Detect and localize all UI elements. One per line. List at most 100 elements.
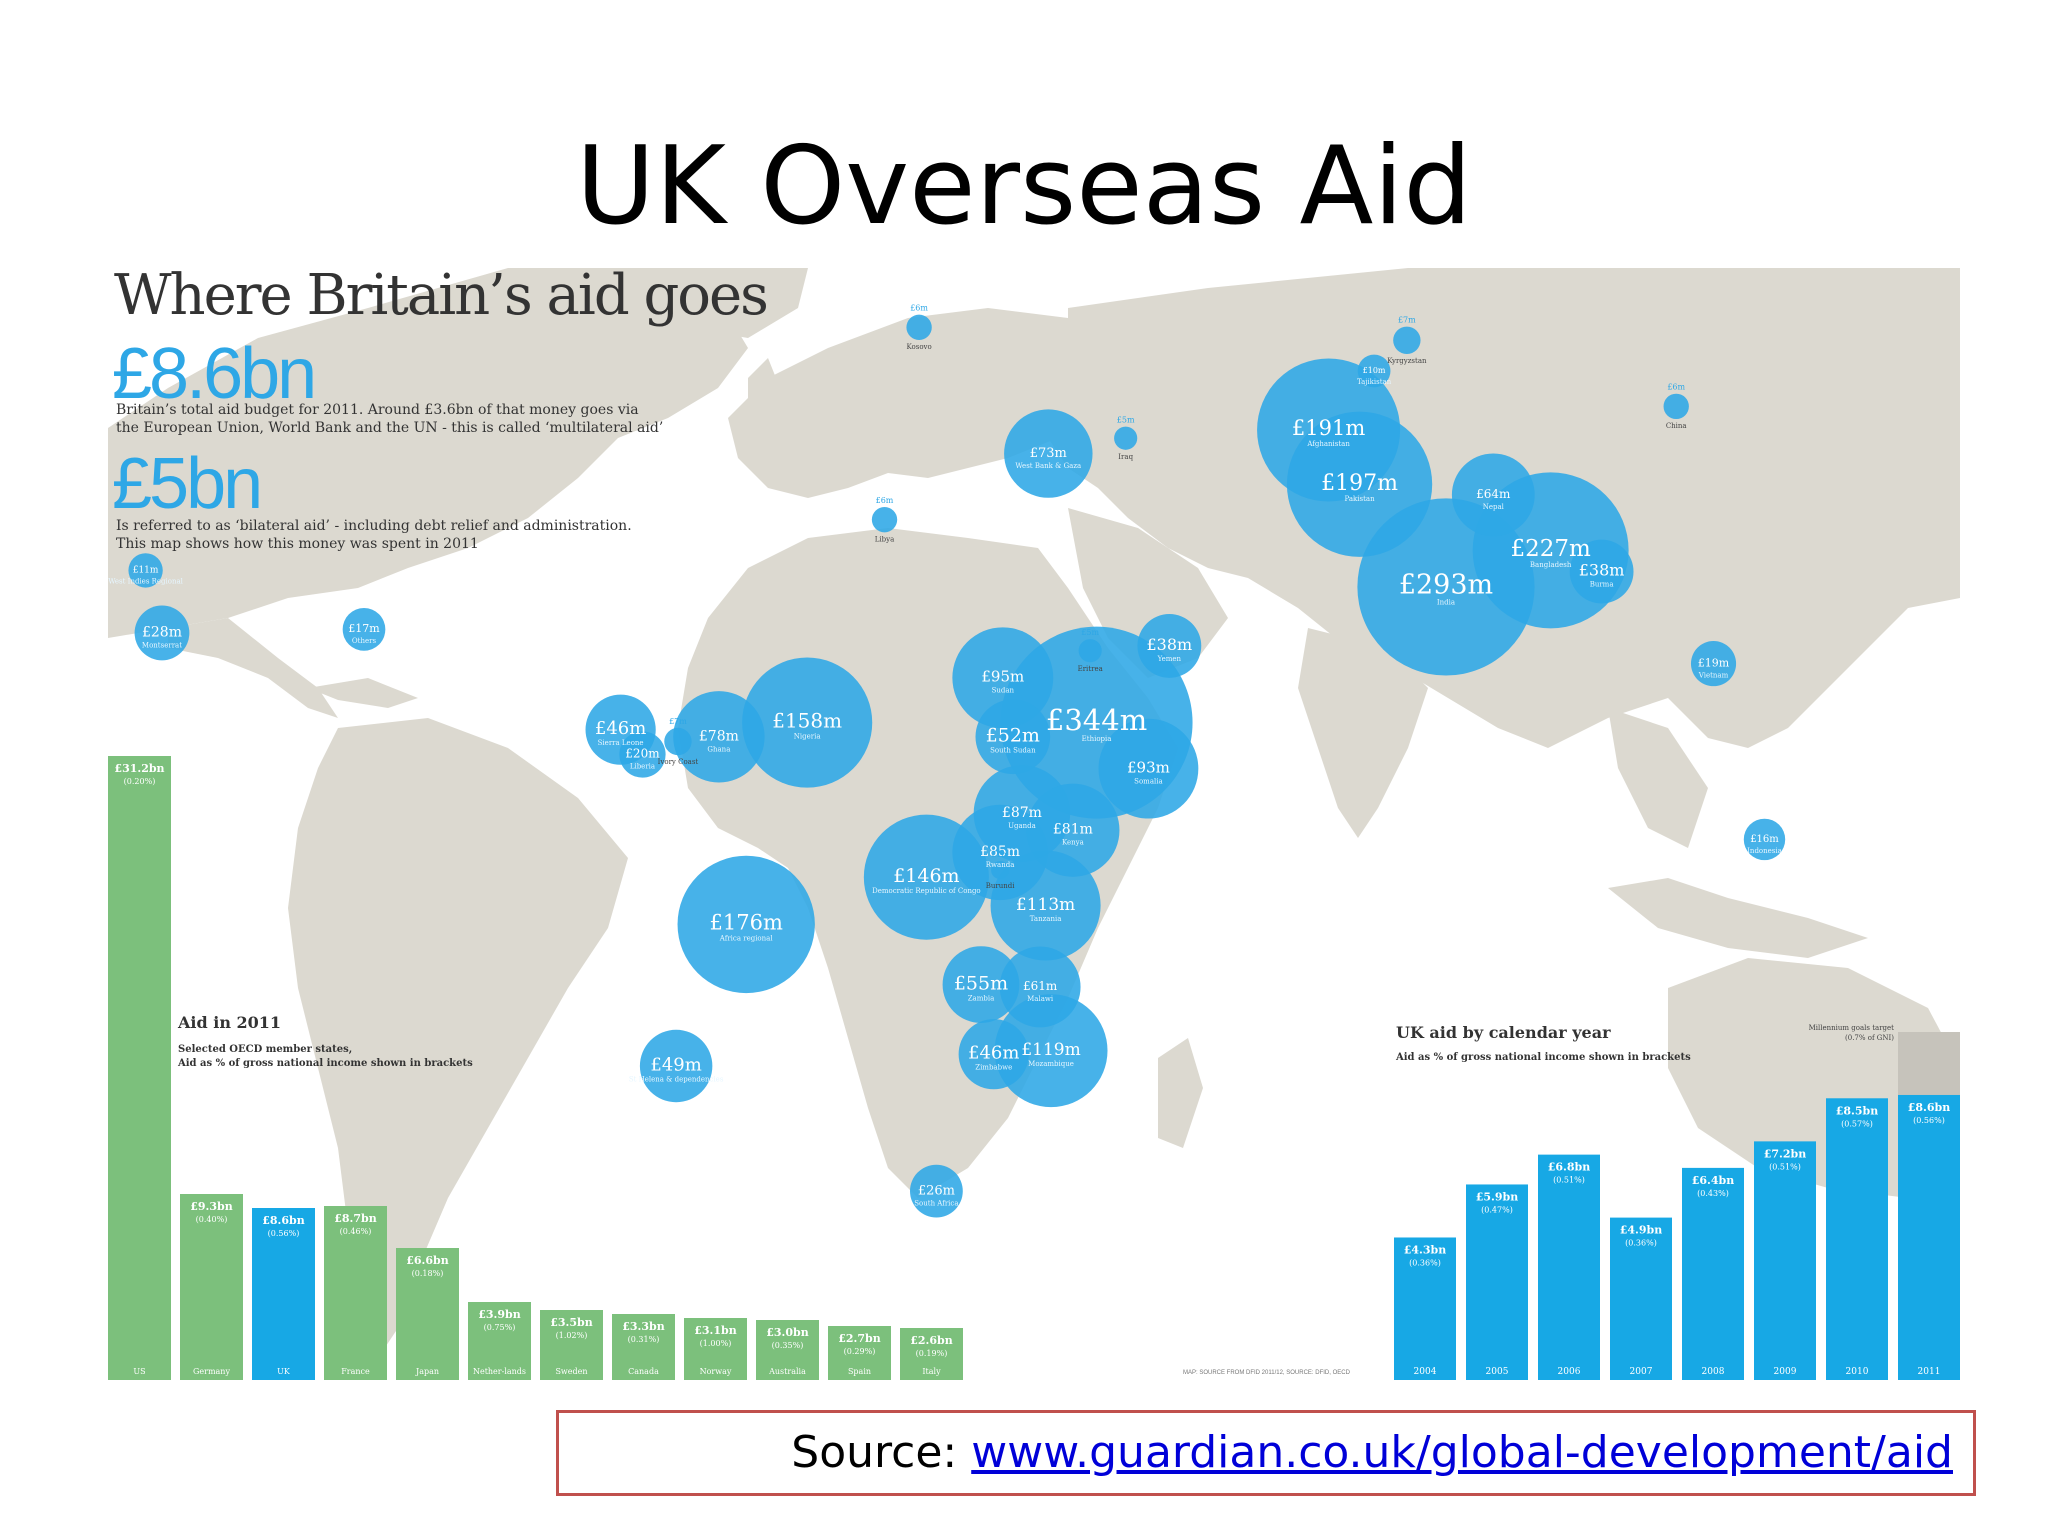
bubble-country-label: Others	[352, 637, 377, 645]
oecd-bar	[612, 1314, 675, 1380]
bubble-value-label: £119m	[1021, 1040, 1080, 1060]
uk-yearly-bar-chart: UK aid by calendar year Aid as % of gross…	[1394, 1023, 1960, 1380]
bubble-country-label: Iraq	[1118, 453, 1133, 461]
uk-year-bar	[1682, 1167, 1744, 1380]
uk-year-bar	[1898, 1094, 1960, 1380]
aid-bubble	[1451, 453, 1535, 537]
oecd-bar-category: Italy	[922, 1367, 941, 1376]
bubble-value-label: £7m	[1398, 316, 1416, 325]
uk-bar-value: £5.9bn	[1476, 1190, 1518, 1203]
aid-bubble	[1663, 393, 1689, 420]
bubble-country-label: Sudan	[992, 687, 1015, 695]
source-link[interactable]: www.guardian.co.uk/global-development/ai…	[971, 1427, 1953, 1478]
oecd-bar-gni: (0.46%)	[340, 1227, 372, 1236]
oecd-bar-gni: (0.18%)	[412, 1269, 444, 1278]
uk-year-bar	[1610, 1217, 1672, 1380]
bubble-country-label: St Helena & dependencies	[629, 1076, 724, 1084]
uk-bar-gni: (0.47%)	[1481, 1205, 1513, 1214]
bubble-value-label: £6m	[910, 304, 928, 313]
land-india	[1298, 628, 1428, 838]
uk-bar-gni: (0.51%)	[1553, 1176, 1585, 1185]
uk-bar-year: 2005	[1486, 1367, 1509, 1377]
uk-bar-value: £7.2bn	[1764, 1147, 1806, 1160]
bubble-country-label: Burma	[1590, 581, 1614, 589]
uk-year-bar	[1754, 1141, 1816, 1380]
uk-bar-year: 2007	[1630, 1367, 1653, 1377]
infographic-headline: Where Britain’s aid goes	[114, 268, 767, 328]
aid-bubble	[952, 804, 1048, 901]
oecd-bar-category: Germany	[193, 1367, 230, 1376]
aid-bubble	[1569, 539, 1634, 604]
bubble-country-label: Democratic Republic of Congo	[872, 887, 981, 895]
oecd-bar-value: £3.1bn	[694, 1324, 736, 1337]
land-indonesia	[1608, 878, 1868, 958]
oecd-bar-category: France	[341, 1367, 370, 1376]
oecd-bar	[540, 1310, 603, 1380]
bubble-country-label: Somalia	[1134, 777, 1162, 785]
bubble-value-label: £293m	[1399, 570, 1493, 601]
bubble-value-label: £78m	[699, 728, 739, 744]
aid-bubble	[1357, 354, 1391, 388]
oecd-bar-value: £8.6bn	[262, 1214, 304, 1227]
bilateral-text-1: Is referred to as ‘bilateral aid’ - incl…	[116, 518, 632, 534]
aid-bubble	[1098, 718, 1199, 819]
bubble-country-label: Tanzania	[1030, 915, 1062, 923]
bubble-value-label: £20m	[625, 746, 660, 760]
oecd-bar	[684, 1318, 747, 1380]
bubble-value-label: £49m	[650, 1055, 701, 1076]
source-label: Source:	[791, 1427, 972, 1478]
oecd-chart-subtitle: Aid as % of gross national income shown …	[177, 1058, 473, 1069]
bubble-country-label: Nigeria	[794, 733, 821, 741]
land-central-america	[168, 618, 338, 718]
aid-bubble	[1114, 426, 1138, 450]
oecd-bar-value: £2.6bn	[910, 1334, 952, 1347]
bubble-value-label: £46m	[968, 1043, 1019, 1064]
aid-bubble	[742, 657, 873, 788]
uk-bar-year: 2006	[1558, 1367, 1581, 1377]
aid-bubble	[975, 699, 1051, 775]
land-caribbean	[308, 678, 418, 708]
bubble-value-label: £176m	[710, 911, 783, 935]
bubble-value-label: £19m	[1698, 656, 1730, 669]
uk-bar-year: 2011	[1918, 1367, 1941, 1377]
aid-bubble	[1004, 409, 1093, 498]
bubble-country-label: Rwanda	[986, 861, 1015, 869]
bubble-country-label: West Bank & Gaza	[1015, 462, 1081, 470]
bubble-value-label: £7m	[669, 717, 687, 726]
aid-bubble	[342, 608, 386, 651]
oecd-bar-gni: (0.35%)	[772, 1341, 804, 1350]
oecd-bar-category: Australia	[768, 1367, 806, 1376]
bubble-value-label: £52m	[986, 725, 1040, 747]
oecd-bar	[108, 756, 171, 1380]
uk-year-bar	[1538, 1154, 1600, 1380]
oecd-bar-category: Sweden	[555, 1367, 587, 1376]
oecd-bar	[324, 1206, 387, 1380]
oecd-bar-category: Japan	[415, 1367, 439, 1376]
oecd-bar-category: Norway	[700, 1367, 732, 1376]
oecd-bar-value: £3.0bn	[766, 1326, 808, 1339]
bubble-country-label: Liberia	[630, 762, 655, 770]
oecd-bar-gni: (0.20%)	[124, 777, 156, 786]
bubble-value-label: £17m	[348, 622, 380, 635]
bubble-country-label: Nepal	[1483, 503, 1505, 511]
bubble-country-label: Malawi	[1027, 995, 1054, 1003]
bubble-country-label: Burundi	[986, 882, 1015, 890]
uk-bar-gni: (0.36%)	[1625, 1239, 1657, 1248]
bubble-country-label: Ethiopia	[1082, 735, 1112, 743]
bubble-value-label: £197m	[1321, 471, 1398, 496]
bubble-country-label: Yemen	[1157, 655, 1182, 663]
oecd-bar-gni: (0.56%)	[268, 1229, 300, 1238]
uk-year-bar	[1826, 1098, 1888, 1380]
aid-bubble	[1137, 614, 1202, 678]
uk-year-bar	[1394, 1237, 1456, 1380]
oecd-bar-value: £9.3bn	[190, 1200, 232, 1213]
bubble-value-label: £5m	[1117, 416, 1135, 425]
oecd-bar	[900, 1328, 963, 1380]
bubble-country-label: Afghanistan	[1306, 440, 1350, 448]
bubble-value-label: £93m	[1127, 758, 1170, 776]
oecd-bar-category: Spain	[848, 1367, 871, 1376]
uk-bar-year: 2008	[1702, 1367, 1725, 1377]
bubble-value-label: £191m	[1292, 416, 1365, 440]
